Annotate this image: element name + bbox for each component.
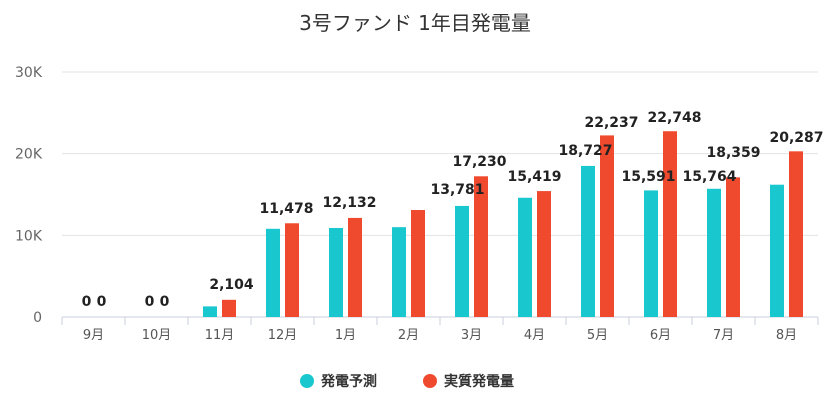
x-tick-label: 3月 (461, 328, 482, 343)
data-label: 15,419 (507, 169, 561, 185)
data-label: 18,727 (558, 143, 612, 159)
data-label: 17,230 (452, 154, 506, 170)
x-tick-label: 7月 (713, 328, 734, 343)
bar-actual[interactable] (537, 191, 551, 317)
x-tick-label: 4月 (524, 328, 545, 343)
data-label: 20,287 (769, 130, 823, 146)
bar-actual[interactable] (474, 176, 488, 317)
bar-forecast[interactable] (392, 227, 406, 317)
chart-title: 3号ファンド 1年目発電量 (299, 11, 531, 35)
bar-forecast[interactable] (581, 165, 595, 317)
legend-item-actual[interactable]: 実質発電量 (423, 373, 514, 390)
data-label: 11,478 (259, 201, 313, 217)
data-label: 0 (97, 294, 107, 310)
bar-forecast[interactable] (707, 188, 721, 317)
bar-forecast[interactable] (770, 184, 784, 317)
bar-forecast[interactable] (518, 197, 532, 317)
y-tick-label: 0 (33, 310, 42, 326)
bars (203, 131, 803, 317)
data-label: 18,359 (706, 145, 760, 161)
y-axis: 0 10K 20K 30K (15, 65, 43, 326)
bar-actual[interactable] (600, 135, 614, 317)
x-tick-label: 10月 (142, 328, 172, 343)
x-tick-label: 1月 (335, 328, 356, 343)
y-tick-label: 30K (15, 65, 43, 81)
x-axis: 9月 10月 11月 12月 1月 2月 3月 4月 5月 6月 7月 8月 (61, 316, 819, 343)
legend-marker (300, 374, 314, 388)
data-label: 22,237 (584, 115, 638, 131)
data-label: 0 (145, 294, 155, 310)
bar-actual[interactable] (348, 217, 362, 317)
bar-actual[interactable] (663, 131, 677, 317)
x-tick-label: 8月 (776, 328, 797, 343)
legend-label: 発電予測 (320, 373, 377, 390)
bar-actual[interactable] (285, 223, 299, 317)
bar-forecast[interactable] (455, 205, 469, 317)
y-tick-label: 20K (15, 147, 43, 163)
bar-actual[interactable] (411, 210, 425, 317)
data-label: 15,764 (682, 169, 736, 185)
x-tick-label: 5月 (587, 328, 608, 343)
x-tick-label: 6月 (650, 328, 671, 343)
legend-marker (423, 374, 437, 388)
bar-forecast[interactable] (266, 228, 280, 317)
bar-actual[interactable] (726, 177, 740, 317)
data-label: 0 (160, 294, 170, 310)
x-tick-label: 11月 (205, 328, 235, 343)
legend[interactable]: 発電予測 実質発電量 (300, 373, 514, 390)
data-label: 13,781 (430, 182, 484, 198)
data-label: 12,132 (322, 195, 376, 211)
bar-forecast[interactable] (329, 227, 343, 317)
bar-forecast[interactable] (644, 190, 658, 317)
x-tick-label: 9月 (83, 328, 104, 343)
legend-label: 実質発電量 (444, 373, 514, 390)
bar-actual[interactable] (789, 151, 803, 317)
x-tick-label: 2月 (398, 328, 419, 343)
data-label: 22,748 (647, 110, 701, 126)
x-tick-label: 12月 (268, 328, 298, 343)
y-tick-label: 10K (15, 228, 43, 244)
bar-actual[interactable] (222, 299, 236, 317)
data-label: 0 (82, 294, 92, 310)
bar-forecast[interactable] (203, 306, 217, 317)
data-label: 2,104 (209, 277, 254, 293)
legend-item-forecast[interactable]: 発電予測 (300, 373, 377, 390)
data-label: 15,591 (621, 169, 675, 185)
